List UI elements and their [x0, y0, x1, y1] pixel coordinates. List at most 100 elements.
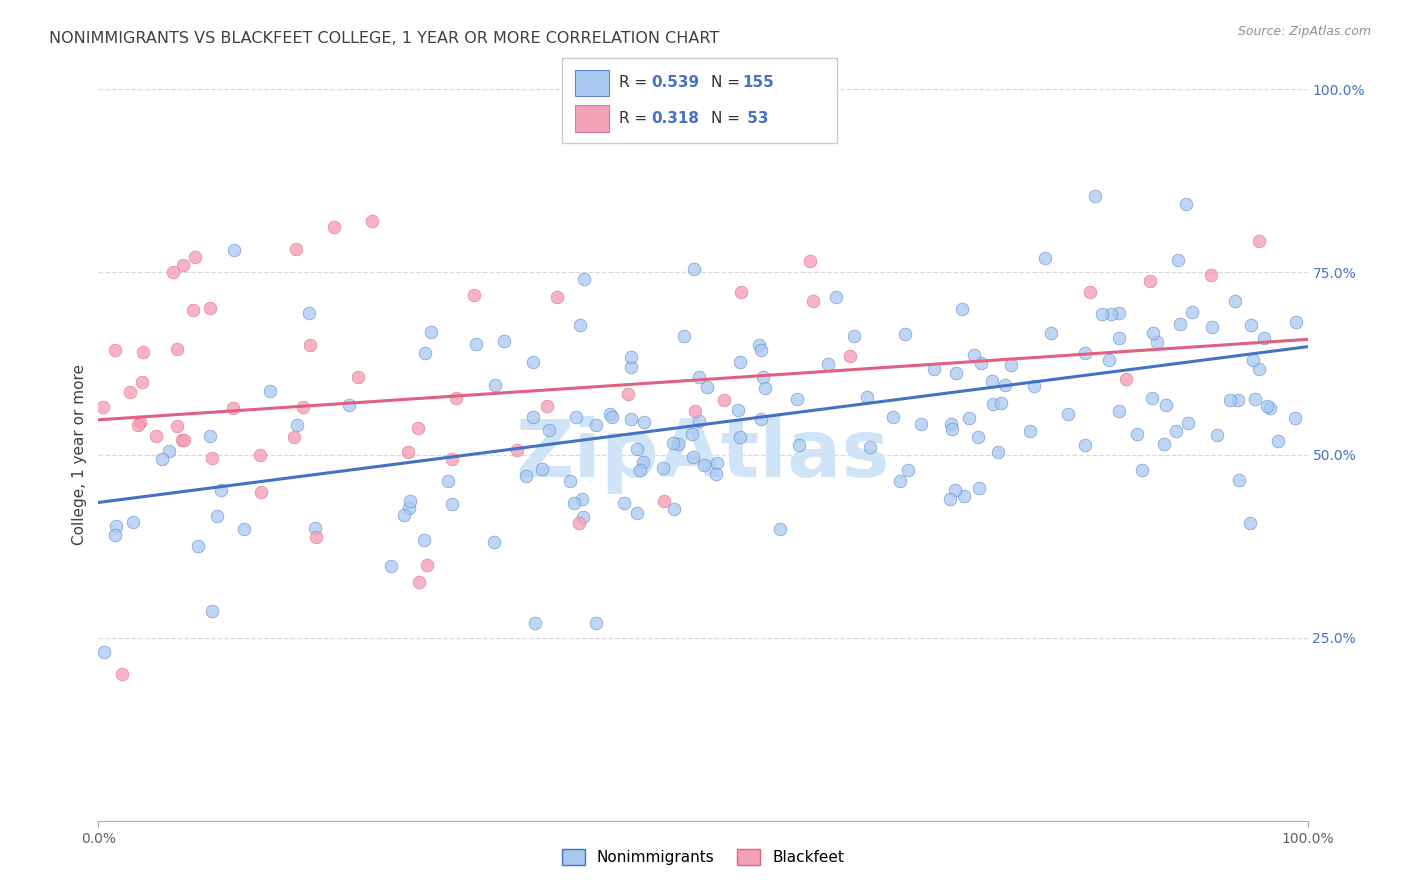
Point [922, 362, 945, 376]
Point [145, 429, 167, 443]
Point [602, 409, 624, 424]
Point [444, 391, 467, 405]
Point [571, 509, 593, 524]
Legend: Nonimmigrants, Blackfeet: Nonimmigrants, Blackfeet [555, 843, 851, 871]
Point [150, 451, 173, 466]
Point [440, 452, 463, 467]
Point [652, 494, 675, 508]
Point [166, 418, 188, 433]
Point [572, 272, 595, 286]
Point [162, 264, 184, 278]
Point [688, 369, 710, 384]
Point [420, 326, 443, 340]
Point [484, 535, 506, 549]
Point [560, 474, 582, 488]
Text: 0.318: 0.318 [651, 112, 699, 126]
Point [1033, 251, 1056, 265]
Point [437, 474, 460, 488]
Point [620, 359, 643, 374]
Point [963, 348, 986, 362]
Text: Source: ZipAtlas.com: Source: ZipAtlas.com [1237, 25, 1371, 38]
Point [599, 407, 621, 421]
Point [209, 483, 232, 497]
Point [91, 401, 114, 415]
Point [337, 398, 360, 412]
Point [620, 350, 643, 364]
Point [1139, 274, 1161, 288]
Point [1091, 307, 1114, 321]
Point [205, 508, 228, 523]
Point [825, 290, 848, 304]
Point [299, 338, 322, 352]
Point [1024, 379, 1046, 393]
Point [1142, 326, 1164, 341]
Point [172, 434, 194, 448]
Point [323, 220, 346, 235]
Point [613, 496, 636, 510]
Point [568, 516, 591, 530]
Point [1153, 437, 1175, 451]
Point [157, 443, 180, 458]
Point [259, 384, 281, 398]
Point [1074, 345, 1097, 359]
Point [673, 329, 696, 343]
Point [681, 427, 703, 442]
Point [1219, 392, 1241, 407]
Point [713, 393, 735, 408]
Point [111, 667, 134, 681]
Point [1239, 318, 1261, 333]
Text: 0.539: 0.539 [651, 76, 699, 90]
Point [730, 285, 752, 299]
Point [283, 430, 305, 444]
Point [233, 522, 256, 536]
Point [523, 616, 546, 631]
Point [304, 520, 326, 534]
Point [305, 530, 328, 544]
Point [799, 254, 821, 268]
Point [897, 463, 920, 477]
Point [945, 366, 967, 380]
Point [620, 412, 643, 426]
Point [1098, 352, 1121, 367]
Point [1078, 285, 1101, 299]
Point [682, 450, 704, 464]
Point [465, 337, 488, 351]
Point [1146, 334, 1168, 349]
Point [463, 287, 485, 301]
Point [631, 455, 654, 469]
Point [118, 385, 141, 400]
Point [1074, 438, 1097, 452]
Point [531, 462, 554, 476]
Point [347, 370, 370, 384]
Point [396, 445, 419, 459]
Point [1164, 424, 1187, 438]
Point [1256, 399, 1278, 413]
Point [104, 527, 127, 541]
Point [1249, 234, 1271, 248]
Point [1000, 358, 1022, 372]
Point [201, 604, 224, 618]
Point [172, 258, 194, 272]
Point [1226, 392, 1249, 407]
Point [752, 369, 775, 384]
Point [585, 418, 607, 433]
Point [859, 440, 882, 454]
Point [184, 251, 207, 265]
Point [990, 396, 1012, 410]
Point [413, 533, 436, 547]
Point [748, 338, 770, 352]
Point [122, 515, 145, 529]
Point [1199, 268, 1222, 282]
Point [683, 404, 706, 418]
Point [844, 328, 866, 343]
Point [392, 508, 415, 522]
Point [1099, 307, 1122, 321]
Point [817, 357, 839, 371]
Point [981, 397, 1004, 411]
Point [1174, 197, 1197, 211]
Point [1039, 326, 1062, 340]
Point [633, 415, 655, 429]
Point [617, 387, 640, 401]
Point [970, 356, 993, 370]
Point [688, 414, 710, 428]
